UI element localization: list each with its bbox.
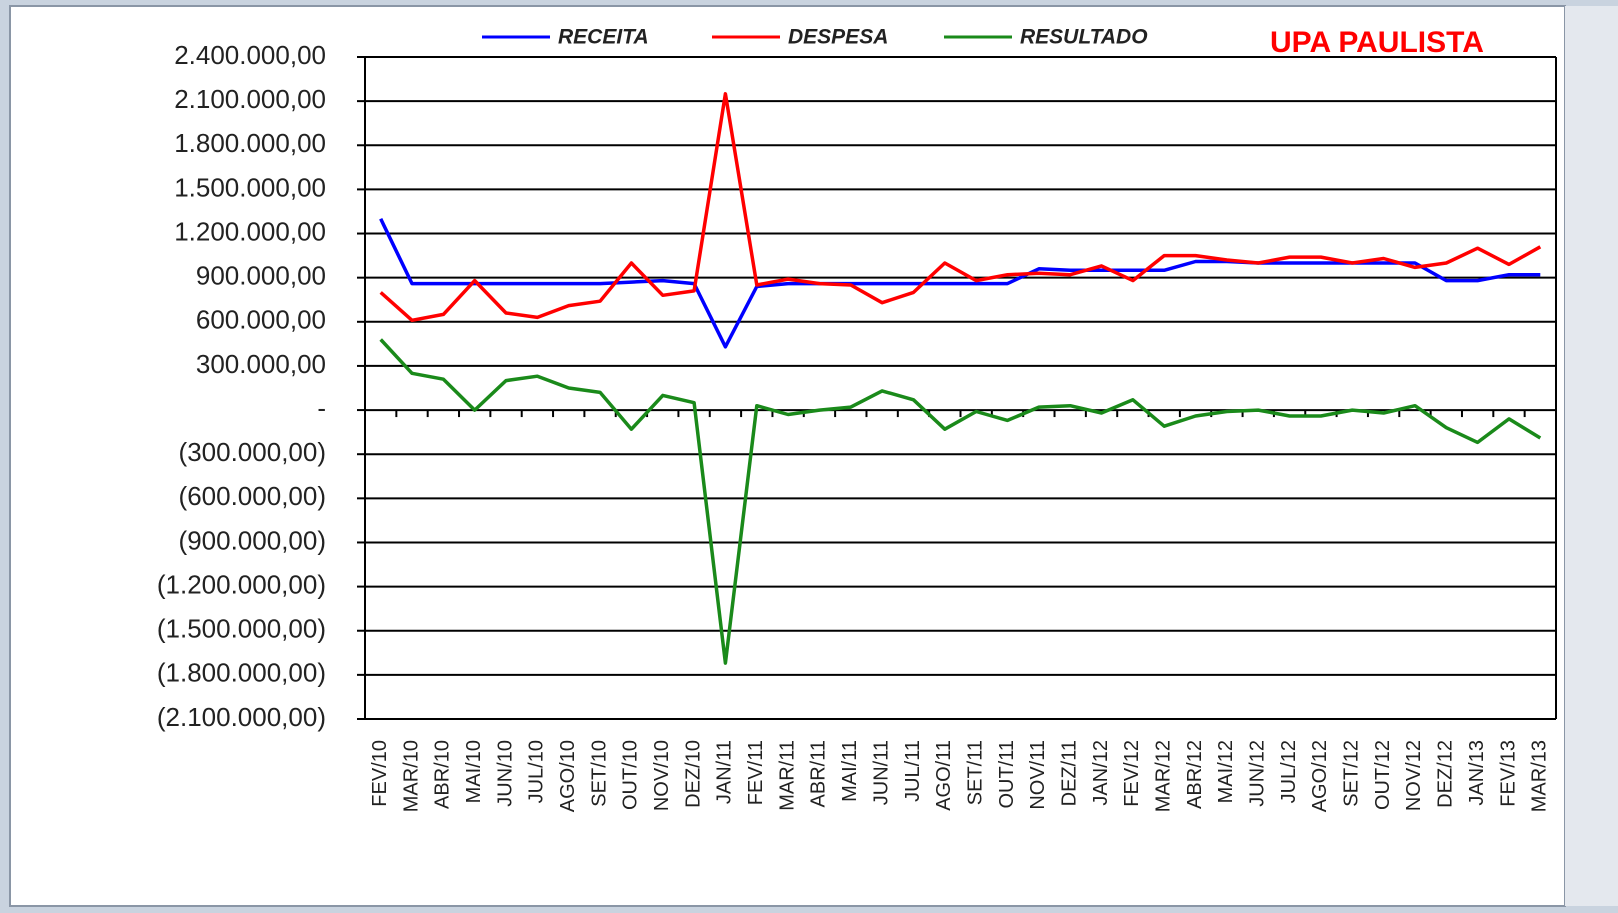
series-line xyxy=(379,92,1542,323)
x-tick-label: JUN/11 xyxy=(870,740,892,805)
x-tick-label: FEV/13 xyxy=(1497,740,1519,807)
y-tick-label: (900.000,00) xyxy=(179,525,326,555)
legend-label: RECEITA xyxy=(558,26,649,49)
x-tick-label: JUL/10 xyxy=(526,740,548,803)
x-tick-label: OUT/12 xyxy=(1372,740,1394,810)
y-tick-label: 900.000,00 xyxy=(196,261,326,291)
x-tick-label: MAI/12 xyxy=(1215,740,1237,803)
x-tick-label: MAR/12 xyxy=(1153,740,1175,812)
y-tick-label: 1.200.000,00 xyxy=(174,216,326,246)
series-line xyxy=(379,338,1542,665)
chart-area xyxy=(9,5,1566,907)
y-tick-label: 2.100.000,00 xyxy=(174,84,326,114)
x-tick-label: AGO/12 xyxy=(1309,740,1331,812)
x-tick-label: FEV/10 xyxy=(369,740,391,807)
y-tick-label: 600.000,00 xyxy=(196,305,326,335)
legend-label: DESPESA xyxy=(788,26,888,49)
x-tick-label: SET/10 xyxy=(588,740,610,807)
x-tick-label: DEZ/10 xyxy=(682,740,704,808)
y-tick-label: 2.400.000,00 xyxy=(174,40,326,70)
chart-title: UPA PAULISTA xyxy=(1270,26,1484,59)
x-tick-label: AGO/10 xyxy=(557,740,579,812)
x-tick-label: FEV/12 xyxy=(1121,740,1143,807)
y-tick-label: 1.800.000,00 xyxy=(174,128,326,158)
y-tick-label: 1.500.000,00 xyxy=(174,172,326,202)
x-tick-label: ABR/12 xyxy=(1184,740,1206,809)
x-tick-label: NOV/12 xyxy=(1403,740,1425,811)
x-tick-label: MAI/10 xyxy=(463,740,485,803)
x-tick-label: FEV/11 xyxy=(745,740,767,805)
x-tick-label: JUN/12 xyxy=(1247,740,1269,807)
x-tick-label: JAN/11 xyxy=(714,740,736,804)
x-tick-label: JUN/10 xyxy=(494,740,516,807)
x-tick-label: ABR/10 xyxy=(432,740,454,809)
x-tick-label: AGO/11 xyxy=(933,740,955,811)
x-tick-label: OUT/10 xyxy=(620,740,642,810)
x-tick-label: JAN/13 xyxy=(1466,740,1488,806)
x-tick-label: SET/12 xyxy=(1341,740,1363,807)
x-tick-label: NOV/11 xyxy=(1027,740,1049,810)
y-tick-label: - xyxy=(317,393,326,423)
x-tick-label: JUL/11 xyxy=(902,740,924,802)
x-tick-label: JUL/12 xyxy=(1278,740,1300,803)
y-tick-label: 300.000,00 xyxy=(196,349,326,379)
y-tick-label: (1.500.000,00) xyxy=(157,614,326,644)
y-tick-label: (300.000,00) xyxy=(179,437,326,467)
y-tick-label: (1.200.000,00) xyxy=(157,569,326,599)
y-tick-label: (1.800.000,00) xyxy=(157,658,326,688)
legend-label: RESULTADO xyxy=(1020,26,1148,49)
x-tick-label: MAR/11 xyxy=(776,740,798,811)
x-tick-label: MAR/13 xyxy=(1529,740,1551,812)
x-tick-label: MAI/11 xyxy=(839,740,861,802)
x-tick-label: ABR/11 xyxy=(808,740,830,807)
x-tick-label: SET/11 xyxy=(964,740,986,805)
x-tick-label: OUT/11 xyxy=(996,740,1018,809)
y-tick-label: (2.100.000,00) xyxy=(157,702,326,732)
y-tick-label: (600.000,00) xyxy=(179,481,326,511)
x-tick-label: MAR/10 xyxy=(400,740,422,812)
side-strip xyxy=(1565,6,1618,906)
x-tick-label: JAN/12 xyxy=(1090,740,1112,806)
x-tick-label: NOV/10 xyxy=(651,740,673,811)
x-tick-label: DEZ/12 xyxy=(1435,740,1457,808)
x-tick-label: DEZ/11 xyxy=(1058,740,1080,806)
